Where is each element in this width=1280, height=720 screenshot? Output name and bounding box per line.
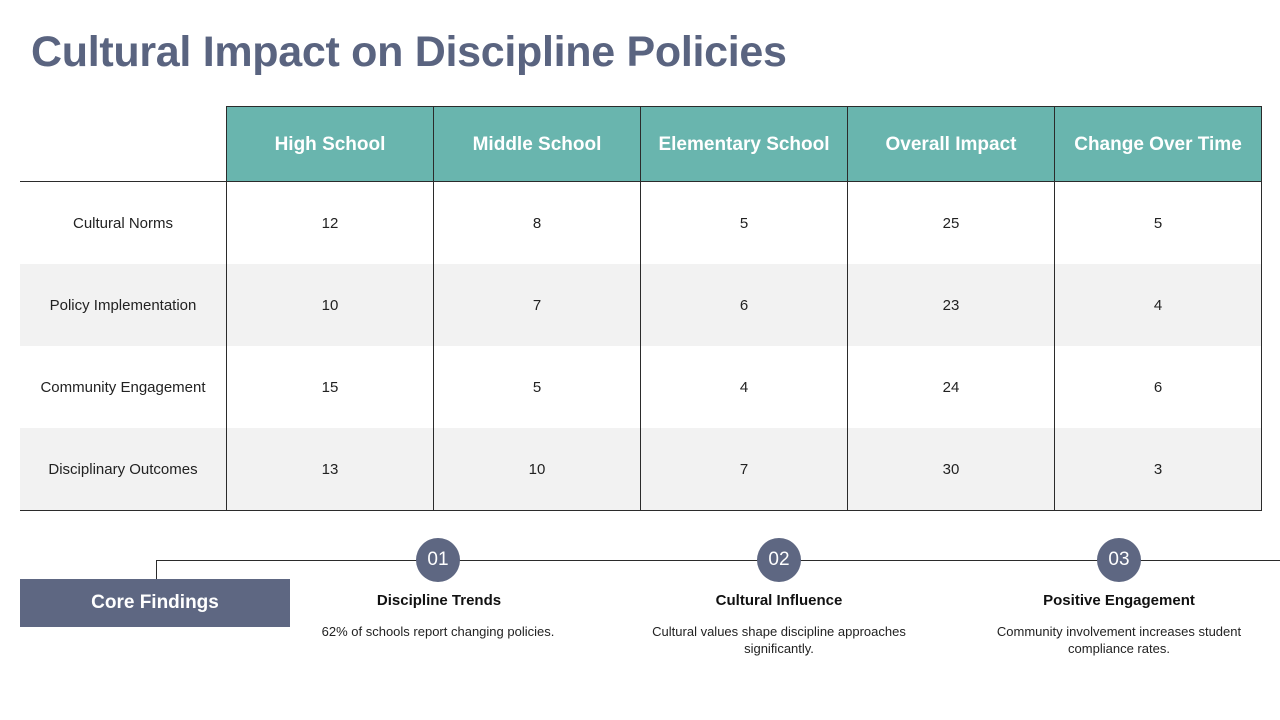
table-cell: 15 [226, 346, 434, 428]
finding-description: 62% of schools report changing policies. [321, 624, 555, 639]
table-cell: 13 [226, 428, 434, 511]
table-cell: 7 [640, 428, 848, 511]
table-cell: 4 [640, 346, 848, 428]
table-cell: 30 [847, 428, 1055, 511]
table-row: Community Engagement 15 5 4 24 6 [20, 346, 1262, 428]
finding-title: Positive Engagement [1043, 592, 1195, 609]
table-cell: 12 [226, 181, 434, 264]
row-label: Community Engagement [40, 378, 206, 396]
column-header: Change Over Time [1054, 106, 1262, 182]
impact-table: High School Middle School Elementary Sch… [20, 106, 1262, 511]
finding-number-badge: 02 [757, 538, 801, 582]
table-cell: 3 [1054, 428, 1262, 511]
table-corner [20, 106, 227, 182]
table-cell: 10 [226, 264, 434, 346]
finding-number-badge: 01 [416, 538, 460, 582]
finding-number-badge: 03 [1097, 538, 1141, 582]
table-cell: 4 [1054, 264, 1262, 346]
table-cell: 5 [433, 346, 641, 428]
table-cell: 6 [1054, 346, 1262, 428]
table-cell: 10 [433, 428, 641, 511]
table-row: Disciplinary Outcomes 13 10 7 30 3 [20, 428, 1262, 511]
page-title: Cultural Impact on Discipline Policies [31, 28, 787, 76]
table-cell: 23 [847, 264, 1055, 346]
core-findings-label: Core Findings [20, 579, 290, 627]
table-cell: 5 [1054, 181, 1262, 264]
row-label: Cultural Norms [20, 181, 227, 264]
table-row: Cultural Norms 12 8 5 25 5 [20, 181, 1262, 264]
table-cell: 5 [640, 181, 848, 264]
timeline-connector [156, 560, 157, 579]
timeline-line [156, 560, 1280, 561]
column-header: High School [226, 106, 434, 182]
column-header: Elementary School [640, 106, 848, 182]
table-cell: 24 [847, 346, 1055, 428]
table-cell: 8 [433, 181, 641, 264]
row-label: Disciplinary Outcomes [20, 428, 227, 511]
finding-title: Discipline Trends [376, 592, 502, 609]
table-row: Policy Implementation 10 7 6 23 4 [20, 264, 1262, 346]
column-header: Middle School [433, 106, 641, 182]
column-header: Overall Impact [847, 106, 1055, 182]
table-cell: 25 [847, 181, 1055, 264]
table-cell: 6 [640, 264, 848, 346]
finding-title: Cultural Influence [715, 592, 843, 609]
table-cell: 7 [433, 264, 641, 346]
finding-description: Community involvement increases student … [996, 624, 1242, 656]
row-label: Policy Implementation [20, 264, 227, 346]
finding-description: Cultural values shape discipline approac… [652, 624, 906, 656]
table-header-row: High School Middle School Elementary Sch… [20, 106, 1262, 182]
